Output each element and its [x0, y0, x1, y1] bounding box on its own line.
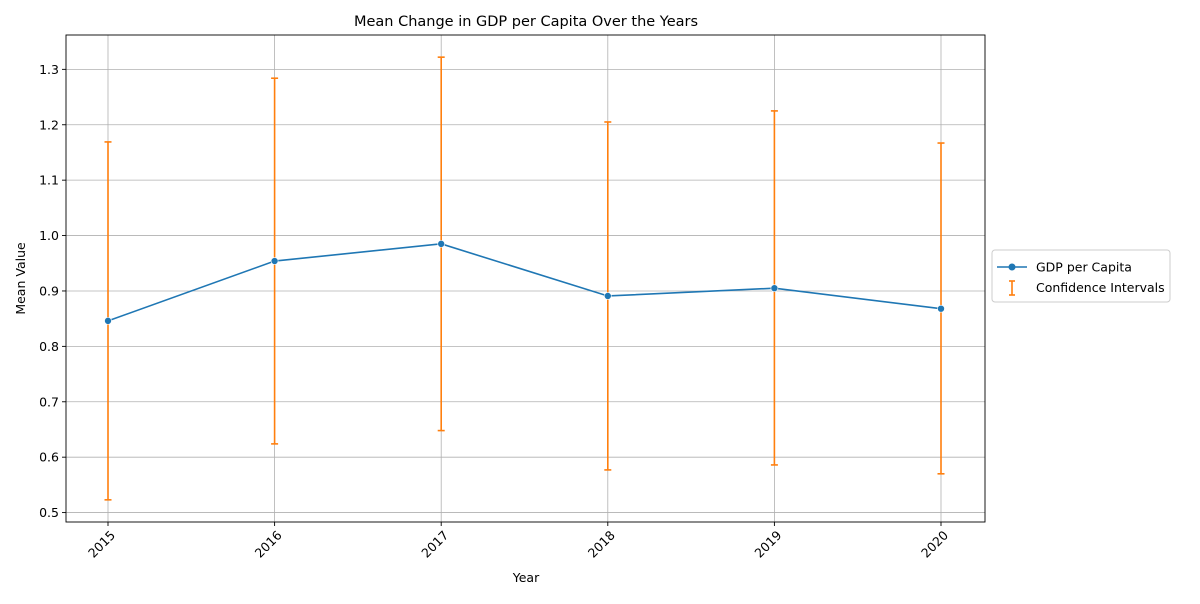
data-point	[770, 284, 779, 292]
plot-frame	[65, 34, 986, 523]
y-tick-label: 1.2	[39, 117, 59, 132]
x-tick-label: 2017	[418, 528, 451, 561]
y-axis-label: Mean Value	[13, 242, 28, 315]
y-tick-label: 0.5	[39, 505, 59, 520]
x-tick-label: 2016	[252, 527, 285, 560]
data-point	[270, 257, 279, 265]
y-tick-label: 1.0	[39, 228, 59, 243]
legend-ci-label: Confidence Intervals	[1036, 280, 1165, 295]
y-tick-label: 0.7	[39, 394, 59, 409]
confidence-intervals	[104, 56, 945, 501]
x-tick-label: 2018	[585, 527, 618, 560]
legend-box	[991, 249, 1171, 303]
y-tick-label: 0.6	[39, 450, 59, 465]
data-point	[937, 304, 945, 313]
legend: GDP per Capita Confidence Intervals	[991, 249, 1171, 303]
series-line	[107, 243, 942, 322]
ticks: 0.5 0.6 0.7 0.8 0.9 1.0 1.1 1.2 1.3 2015 2016 2017 2…	[39, 62, 951, 561]
y-tick-label: 0.9	[39, 283, 59, 298]
x-tick-label: 2020	[918, 527, 951, 560]
x-tick-label: 2019	[751, 527, 784, 560]
x-axis-label: Year	[512, 570, 540, 585]
legend-errorbar-swatch	[1009, 280, 1015, 296]
y-tick-label: 1.1	[39, 173, 59, 188]
y-tick-label: 1.3	[39, 62, 59, 77]
grid	[66, 35, 985, 522]
series-layer	[104, 240, 945, 325]
data-point	[603, 292, 612, 300]
legend-series-label: GDP per Capita	[1036, 260, 1132, 275]
x-tick-label: 2015	[85, 528, 118, 561]
y-tick-label: 0.8	[39, 339, 59, 354]
chart-title: Mean Change in GDP per Capita Over the Y…	[354, 14, 698, 30]
data-point	[104, 317, 112, 325]
legend-marker-swatch	[1008, 263, 1016, 271]
data-point	[437, 240, 446, 248]
